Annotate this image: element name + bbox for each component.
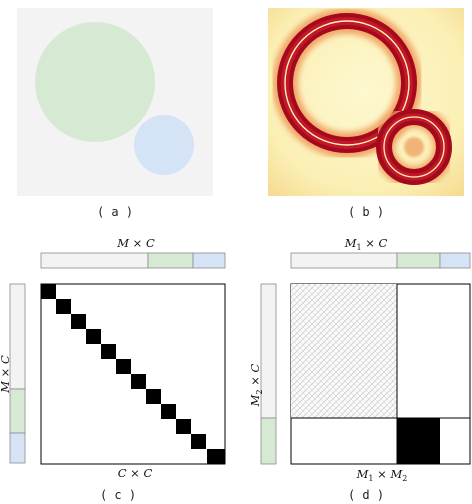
diag-block [131, 374, 146, 389]
caption-d: ( d ) [348, 488, 384, 502]
bar-d-top-blue [439, 252, 471, 269]
bar-c-left-blue [9, 432, 26, 464]
diag-block [41, 284, 56, 299]
bar-c-top [40, 252, 226, 269]
bar-d-left [260, 283, 277, 465]
bar-d-top-gray [290, 252, 398, 269]
matrix-d-hatched-block [291, 284, 397, 418]
bar-c-top-blue [192, 252, 226, 269]
label-d-bottom: M1 × M2 [356, 467, 408, 483]
bar-d-left-gray [260, 283, 277, 419]
small-blue-circle [134, 115, 194, 175]
label-d-left: M2 × C [248, 363, 264, 407]
caption-a: ( a ) [97, 205, 133, 219]
diag-block [56, 299, 71, 314]
diag-block [176, 419, 191, 434]
label-d-top: M1 × C [344, 236, 388, 252]
bar-d-top [290, 252, 471, 269]
diag-block [191, 434, 206, 449]
diag-block [207, 449, 225, 464]
panel-c: M × C M × C C [0, 236, 226, 502]
bar-c-top-gray [40, 252, 149, 269]
diag-block [146, 389, 161, 404]
diag-block [116, 359, 131, 374]
panel-a: ( a ) [17, 8, 213, 219]
caption-c: ( c ) [100, 488, 136, 502]
small-ring-contour [383, 116, 445, 178]
bar-c-left [9, 283, 26, 464]
caption-b: ( b ) [348, 205, 384, 219]
label-c-top: M × C [116, 236, 155, 250]
large-ring-contour [284, 20, 410, 146]
label-c-bottom: C × C [118, 466, 153, 480]
bar-c-left-green [9, 388, 26, 434]
diag-block [86, 329, 101, 344]
matrix-c-diagonal [41, 284, 225, 464]
label-c-left: M × C [0, 355, 12, 394]
diag-block [101, 344, 116, 359]
diag-block [71, 314, 86, 329]
large-green-circle [35, 22, 155, 142]
bar-d-left-green [260, 417, 277, 465]
panel-b: ( b ) [268, 8, 464, 219]
panel-d: M1 × C M2 × C M1 × M2 ( d ) [248, 236, 471, 502]
matrix-d-black-block [397, 418, 440, 464]
diag-block [161, 404, 176, 419]
bar-d-top-green [396, 252, 441, 269]
bar-c-top-green [147, 252, 194, 269]
bar-c-left-gray [9, 283, 26, 390]
